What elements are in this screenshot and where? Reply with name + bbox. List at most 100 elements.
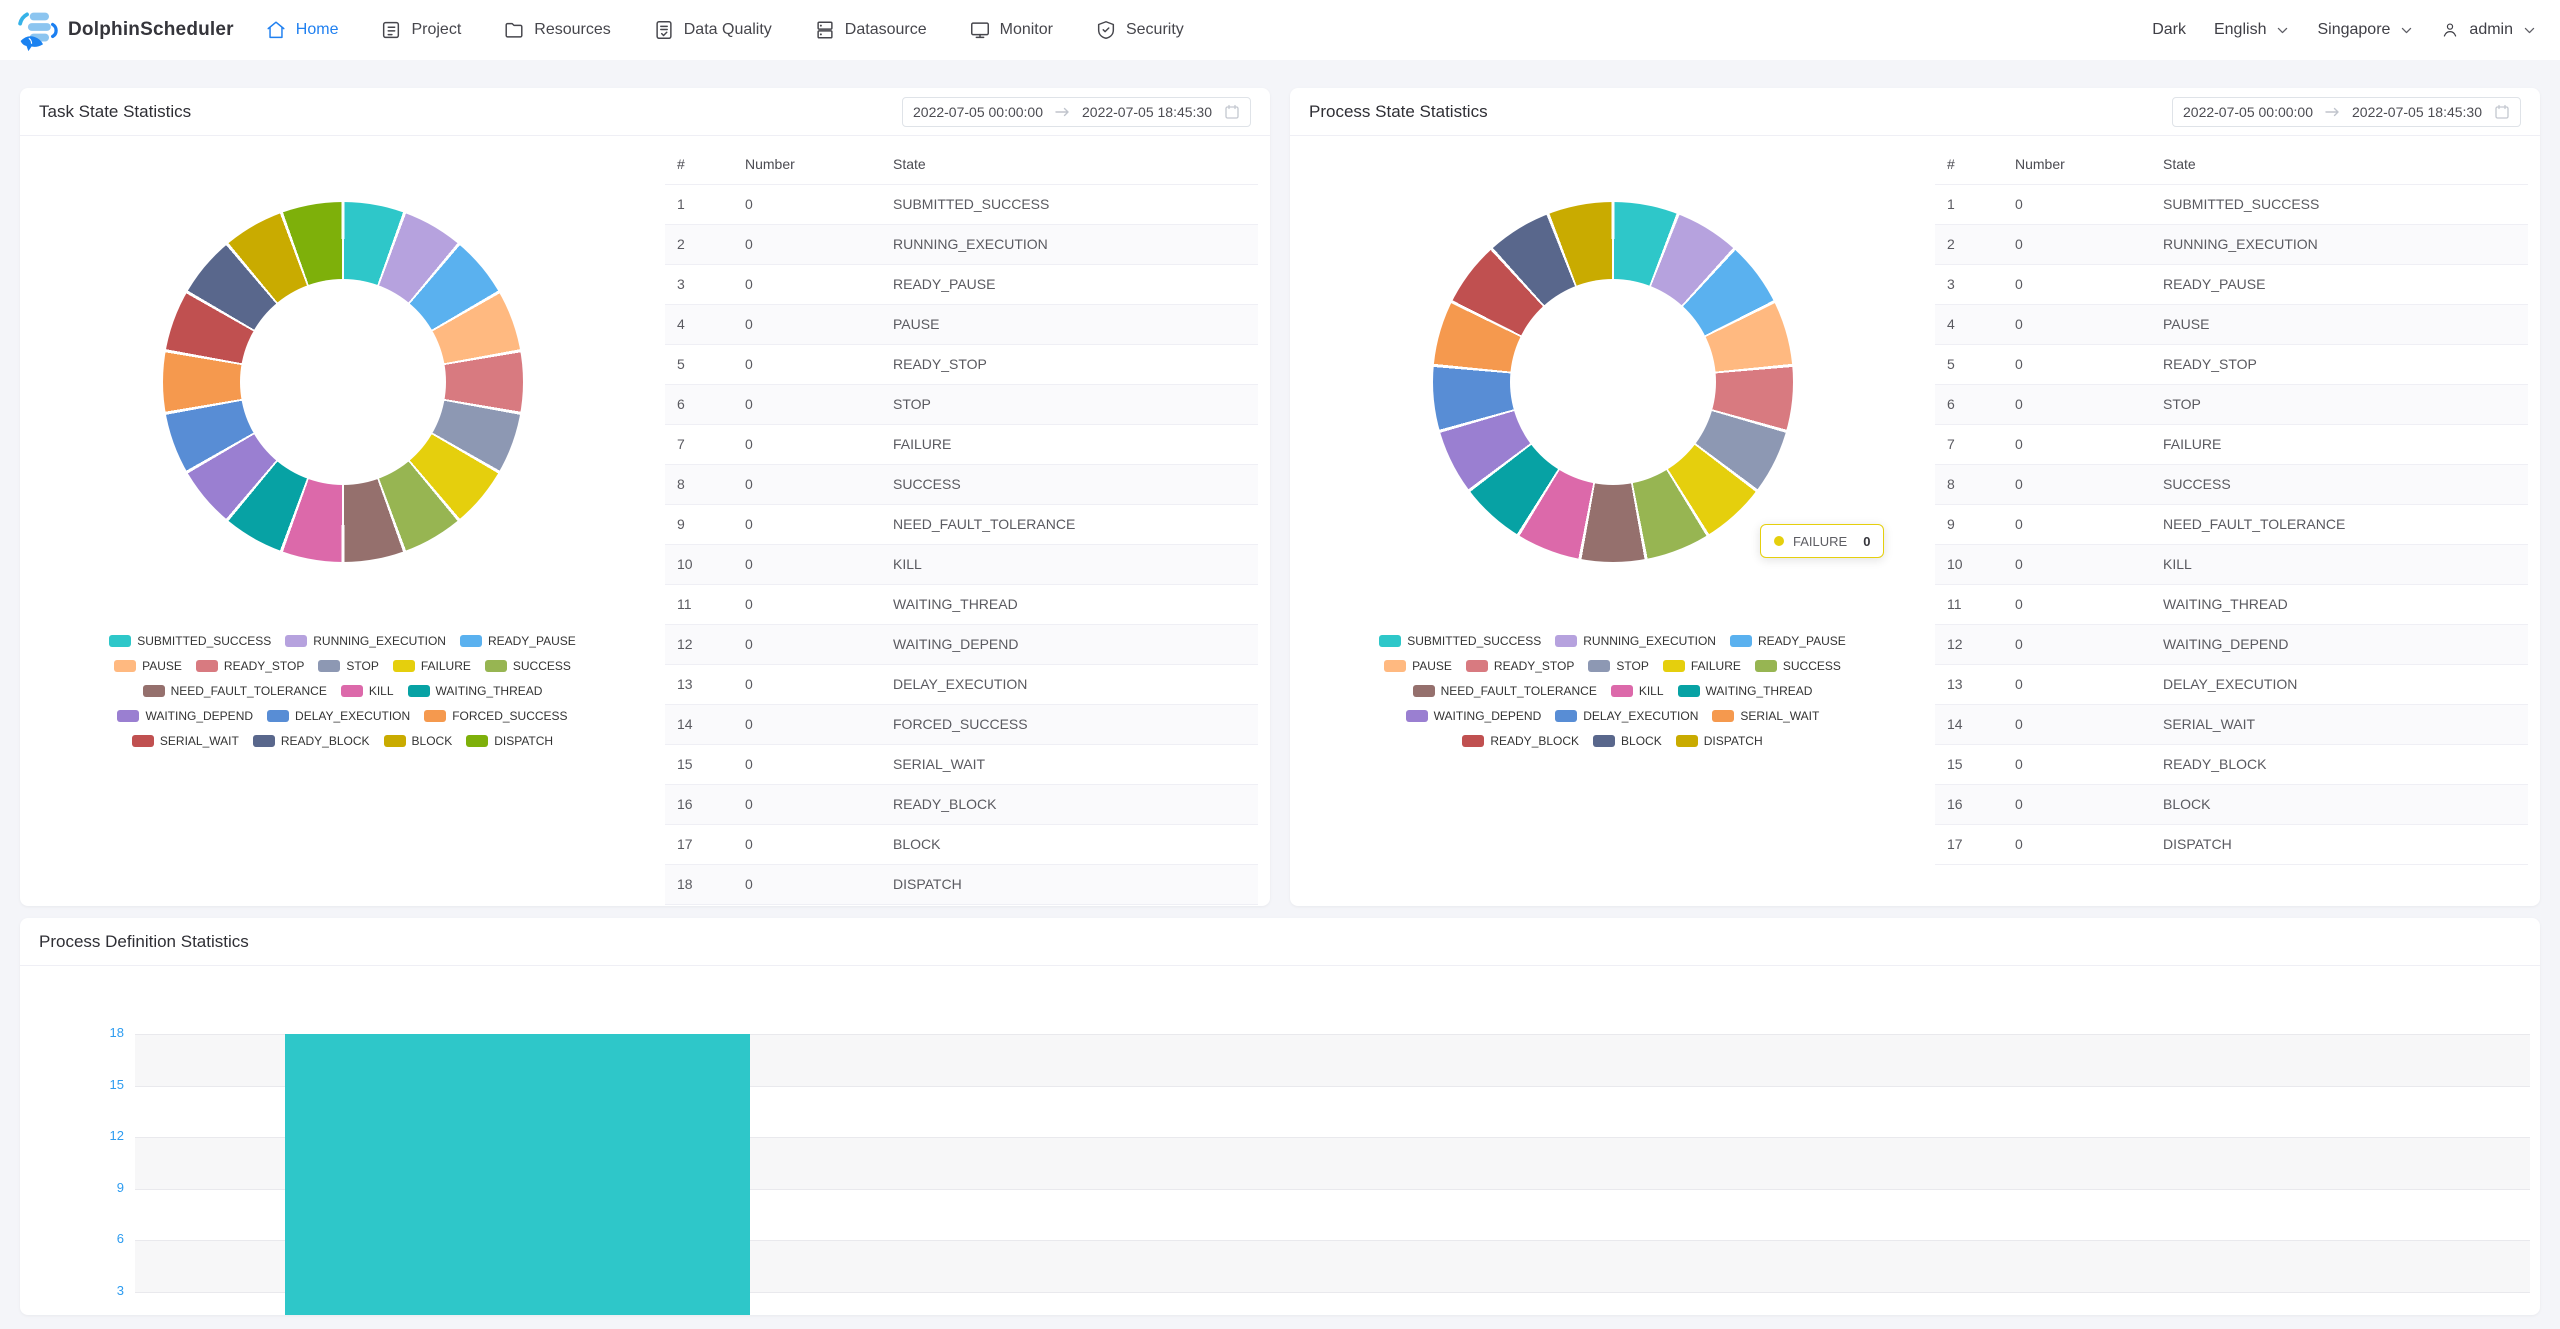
language-select[interactable]: English [2214,21,2289,39]
task-chart-column: SUBMITTED_SUCCESS RUNNING_EXECUTION READY_… [20,136,665,906]
cell-state: READY_BLOCK [881,784,1258,824]
nav-item-data-quality[interactable]: Data Quality [632,0,793,60]
legend-swatch [1678,685,1700,697]
legend-swatch [109,635,131,647]
cell-state: SERIAL_WAIT [2151,704,2528,744]
process-legend-item-delay-execution[interactable]: DELAY_EXECUTION [1555,709,1698,723]
nav-item-datasource[interactable]: Datasource [793,0,948,60]
legend-swatch [1676,735,1698,747]
process-legend-item-stop[interactable]: STOP [1588,659,1648,673]
process-definition-card: Process Definition Statistics 181512963 [20,918,2540,1315]
task-legend-item-pause[interactable]: PAUSE [114,659,182,673]
process-state-donut-chart[interactable] [1433,202,1793,562]
process-table-row: 70FAILURE [1935,424,2528,464]
timezone-select[interactable]: Singapore [2317,21,2413,39]
nav-item-label: Datasource [845,21,927,39]
task-legend-item-block[interactable]: BLOCK [384,734,453,748]
process-legend-item-ready-stop[interactable]: READY_STOP [1466,659,1574,673]
cell-index: 1 [1935,184,2003,224]
legend-label: SUCCESS [513,659,571,673]
nav-item-resources[interactable]: Resources [482,0,631,60]
legend-swatch [460,635,482,647]
cell-number: 0 [733,744,881,784]
user-menu[interactable]: admin [2441,21,2536,39]
definition-bar[interactable] [285,1034,750,1315]
cell-number: 0 [2003,344,2151,384]
task-legend-item-ready-block[interactable]: READY_BLOCK [253,734,370,748]
cell-state: SUBMITTED_SUCCESS [2151,184,2528,224]
date-end-value: 2022-07-05 18:45:30 [2352,104,2482,120]
task-legend-item-running-execution[interactable]: RUNNING_EXECUTION [285,634,446,648]
process-table-row: 170DISPATCH [1935,824,2528,864]
legend-label: SUBMITTED_SUCCESS [1407,634,1541,648]
task-legend-item-ready-stop[interactable]: READY_STOP [196,659,304,673]
process-legend-item-pause[interactable]: PAUSE [1384,659,1452,673]
process-state-card: Process State Statistics 2022-07-05 00:0… [1290,88,2540,906]
nav-item-project[interactable]: Project [359,0,482,60]
legend-swatch [196,660,218,672]
process-state-table: #NumberState 10SUBMITTED_SUCCESS20RUNNIN… [1935,144,2528,865]
process-legend-item-ready-pause[interactable]: READY_PAUSE [1730,634,1846,648]
task-table-row: 60STOP [665,384,1258,424]
cell-number: 0 [733,864,881,904]
process-legend-item-need-fault-tolerance[interactable]: NEED_FAULT_TOLERANCE [1413,684,1597,698]
legend-label: STOP [1616,659,1648,673]
legend-label: STOP [346,659,378,673]
legend-swatch [253,735,275,747]
task-state-legend: SUBMITTED_SUCCESS RUNNING_EXECUTION READY_… [73,634,613,748]
task-legend-item-forced-success[interactable]: FORCED_SUCCESS [424,709,567,723]
process-legend-item-success[interactable]: SUCCESS [1755,659,1841,673]
chart-tooltip: FAILURE 0 [1760,524,1884,558]
task-legend-item-stop[interactable]: STOP [318,659,378,673]
task-legend-item-dispatch[interactable]: DISPATCH [466,734,553,748]
column-header: # [1935,144,2003,184]
nav-item-home[interactable]: Home [244,0,360,60]
theme-toggle-button[interactable]: Dark [2152,21,2186,39]
cell-index: 3 [665,264,733,304]
task-date-range-picker[interactable]: 2022-07-05 00:00:00 2022-07-05 18:45:30 [902,97,1251,127]
task-table-row: 90NEED_FAULT_TOLERANCE [665,504,1258,544]
process-legend-item-submitted-success[interactable]: SUBMITTED_SUCCESS [1379,634,1541,648]
task-legend-item-waiting-thread[interactable]: WAITING_THREAD [408,684,543,698]
task-legend-item-waiting-depend[interactable]: WAITING_DEPEND [117,709,253,723]
process-date-range-picker[interactable]: 2022-07-05 00:00:00 2022-07-05 18:45:30 [2172,97,2521,127]
cell-number: 0 [733,464,881,504]
process-legend-item-waiting-thread[interactable]: WAITING_THREAD [1678,684,1813,698]
task-legend-item-delay-execution[interactable]: DELAY_EXECUTION [267,709,410,723]
process-legend-item-kill[interactable]: KILL [1611,684,1664,698]
process-legend-item-serial-wait[interactable]: SERIAL_WAIT [1712,709,1819,723]
nav-item-label: Home [296,21,339,39]
task-legend-item-ready-pause[interactable]: READY_PAUSE [460,634,576,648]
cell-state: FORCED_SUCCESS [881,704,1258,744]
legend-label: WAITING_DEPEND [1434,709,1542,723]
process-definition-bar-chart[interactable]: 181512963 [20,966,2540,1315]
cell-number: 0 [2003,664,2151,704]
task-card-header: Task State Statistics 2022-07-05 00:00:0… [20,88,1270,136]
task-state-donut-chart[interactable] [163,202,523,562]
task-legend-item-serial-wait[interactable]: SERIAL_WAIT [132,734,239,748]
logo[interactable]: DolphinScheduler [16,8,234,52]
process-legend-item-dispatch[interactable]: DISPATCH [1676,734,1763,748]
task-legend-item-failure[interactable]: FAILURE [393,659,471,673]
cell-index: 5 [665,344,733,384]
process-legend-item-waiting-depend[interactable]: WAITING_DEPEND [1406,709,1542,723]
process-legend-item-block[interactable]: BLOCK [1593,734,1662,748]
process-legend-item-ready-block[interactable]: READY_BLOCK [1462,734,1579,748]
cell-number: 0 [2003,224,2151,264]
task-legend-item-submitted-success[interactable]: SUBMITTED_SUCCESS [109,634,271,648]
nav-item-label: Security [1126,21,1184,39]
task-legend-item-success[interactable]: SUCCESS [485,659,571,673]
cell-number: 0 [733,704,881,744]
nav-item-security[interactable]: Security [1074,0,1205,60]
nav-item-monitor[interactable]: Monitor [948,0,1074,60]
process-legend-item-running-execution[interactable]: RUNNING_EXECUTION [1555,634,1716,648]
process-legend-item-failure[interactable]: FAILURE [1663,659,1741,673]
date-start-value: 2022-07-05 00:00:00 [2183,104,2313,120]
legend-label: NEED_FAULT_TOLERANCE [1441,684,1597,698]
task-table-row: 120WAITING_DEPEND [665,624,1258,664]
cell-state: SUBMITTED_SUCCESS [881,184,1258,224]
task-legend-item-need-fault-tolerance[interactable]: NEED_FAULT_TOLERANCE [143,684,327,698]
legend-swatch [485,660,507,672]
task-legend-item-kill[interactable]: KILL [341,684,394,698]
legend-swatch [1611,685,1633,697]
